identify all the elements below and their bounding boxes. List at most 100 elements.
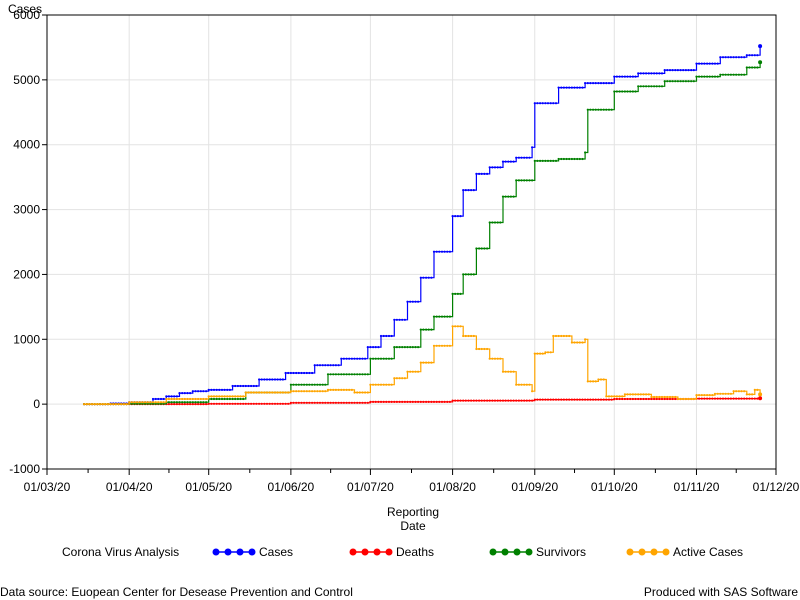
cases-point <box>671 69 674 72</box>
active-cases-point <box>120 403 123 406</box>
axes: 01/03/20 01/04/20 01/05/20 01/06/20 01/07/20… <box>9 8 799 494</box>
cases-point <box>268 378 271 381</box>
active-cases-point <box>191 397 194 401</box>
active-cases-point <box>295 390 298 393</box>
cases-point <box>295 371 298 375</box>
deaths-point <box>668 397 672 401</box>
active-cases-point <box>536 352 539 355</box>
survivors-point <box>446 315 449 318</box>
cases-point <box>486 172 489 175</box>
deaths-point <box>607 398 611 401</box>
deaths-point <box>592 398 595 401</box>
survivors-point <box>751 66 754 69</box>
survivors-point <box>578 157 581 161</box>
active-cases-point <box>663 395 666 399</box>
deaths-point <box>239 402 242 405</box>
active-cases-point <box>435 344 438 347</box>
cases-point <box>151 397 155 401</box>
cases-point <box>512 160 515 163</box>
survivors-point <box>366 373 369 376</box>
active-cases-point <box>234 395 237 398</box>
active-cases-point <box>390 383 393 386</box>
active-cases-point <box>483 347 486 351</box>
deaths-point <box>387 400 391 403</box>
survivors-point <box>480 247 483 250</box>
deaths-point <box>544 398 547 401</box>
active-cases-point <box>618 395 621 398</box>
active-cases-point <box>523 383 526 386</box>
active-cases-point <box>668 395 672 399</box>
deaths-point <box>721 397 725 400</box>
survivors-point <box>398 346 401 349</box>
active-cases-point <box>326 388 330 391</box>
deaths-point <box>483 399 486 402</box>
active-cases-point <box>615 395 619 398</box>
deaths-point <box>244 402 247 405</box>
survivors-point <box>289 383 292 386</box>
deaths-point <box>356 401 359 404</box>
active-cases-point <box>552 334 555 338</box>
survivors-point <box>464 273 467 276</box>
legend-active-cases-marker <box>650 548 658 556</box>
cases-point <box>308 371 311 375</box>
survivors-point <box>462 273 465 276</box>
deaths-point <box>631 397 635 401</box>
survivors-point <box>493 221 497 224</box>
deaths-point <box>258 402 261 405</box>
survivors-point <box>504 195 507 198</box>
deaths-point <box>207 402 210 405</box>
survivors-point <box>690 80 693 83</box>
cases-point <box>756 54 759 57</box>
deaths-point <box>181 403 184 406</box>
active-cases-point <box>183 397 186 401</box>
cases-point <box>167 395 170 398</box>
active-cases-point <box>690 397 693 401</box>
active-cases-point <box>570 341 574 344</box>
active-cases-point <box>138 401 141 404</box>
y-tick-label: 4000 <box>13 138 40 152</box>
cases-point <box>212 388 216 391</box>
active-cases-point <box>751 393 754 396</box>
active-cases-point <box>162 401 165 404</box>
deaths-point <box>708 397 711 400</box>
cases-point <box>252 384 255 388</box>
deaths-point <box>499 399 502 402</box>
survivors-point <box>478 247 481 250</box>
cases-point <box>170 395 173 398</box>
deaths-point <box>735 397 738 400</box>
cases-point <box>599 82 603 85</box>
cases-point <box>369 346 372 349</box>
survivors-point <box>539 159 542 162</box>
deaths-point <box>496 399 499 402</box>
cases-point <box>281 378 284 381</box>
survivors-point <box>236 397 239 401</box>
active-cases-point <box>366 391 369 394</box>
x-tick-label: 01/05/20 <box>185 480 232 494</box>
deaths-point <box>332 401 335 404</box>
survivors-point <box>144 402 147 405</box>
deaths-point <box>586 398 589 401</box>
deaths-point <box>459 399 462 402</box>
cases-point <box>740 56 743 59</box>
survivors-point <box>586 108 589 111</box>
cases-point <box>462 189 465 192</box>
cases-point <box>425 276 428 279</box>
active-cases-point <box>284 391 287 394</box>
cases-point <box>504 160 507 163</box>
survivors-point <box>668 80 672 83</box>
active-cases-point <box>279 391 282 394</box>
deaths-point <box>287 402 290 405</box>
cases-point <box>427 276 430 279</box>
deaths-point <box>531 399 534 402</box>
survivors-point <box>353 373 356 376</box>
cases-point <box>165 395 168 398</box>
deaths-point <box>700 397 703 400</box>
active-cases-point <box>178 397 181 401</box>
cases-point <box>679 69 682 72</box>
survivors-point <box>364 373 367 376</box>
cases-point <box>311 371 314 375</box>
active-cases-point <box>93 403 96 406</box>
active-cases-point <box>671 395 674 399</box>
active-cases-point <box>456 325 459 328</box>
y-tick-label: 1000 <box>13 332 40 346</box>
